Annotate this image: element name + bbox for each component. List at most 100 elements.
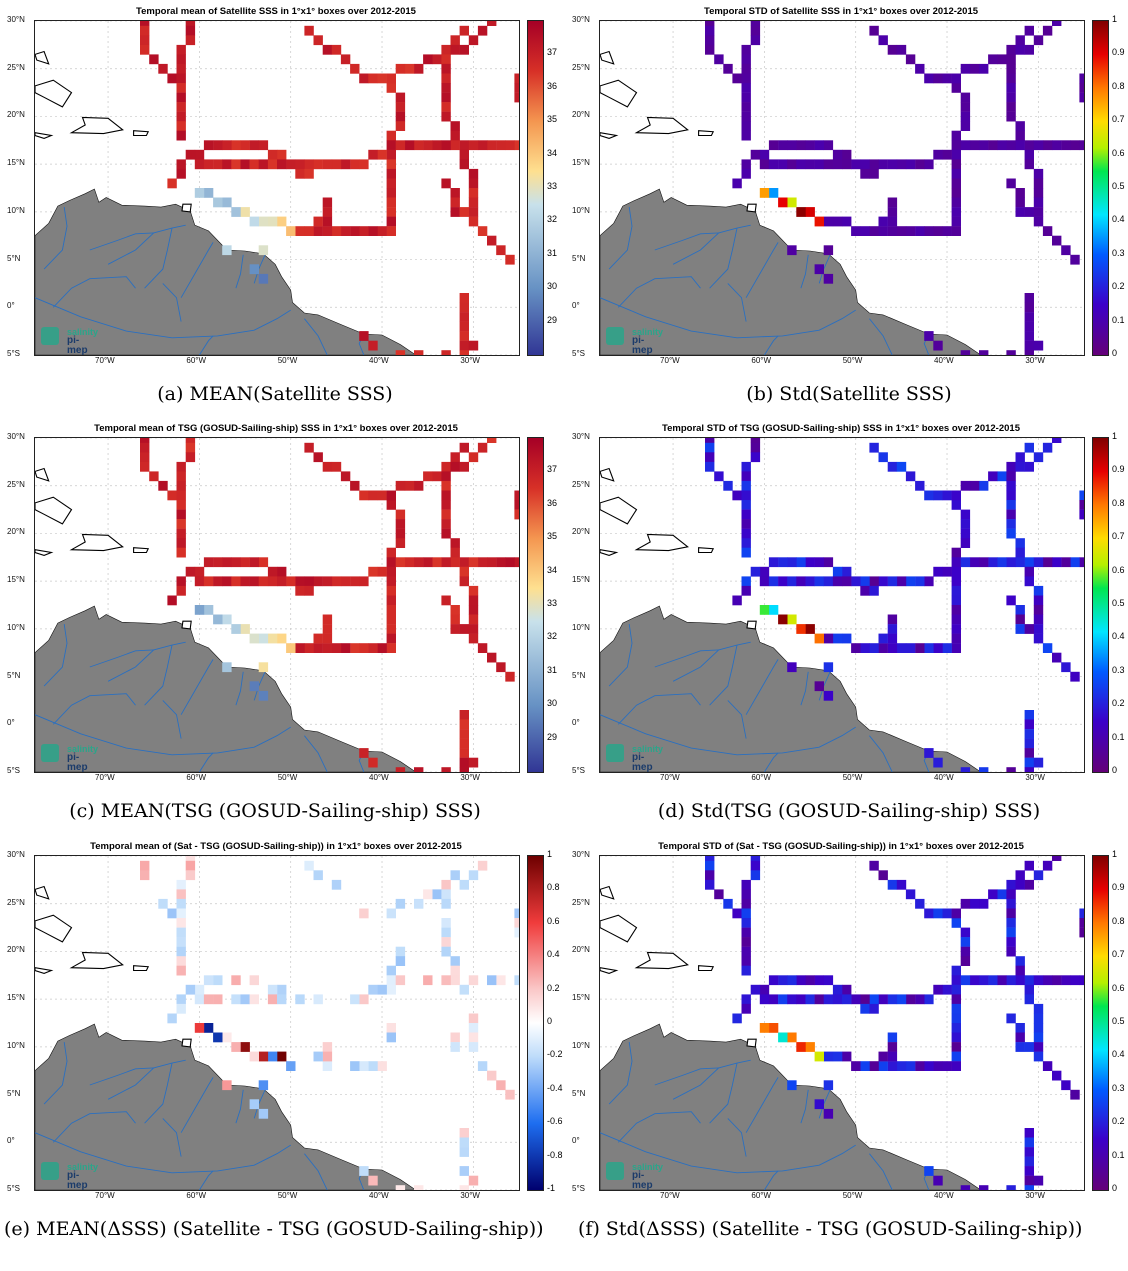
grid-box <box>295 159 305 170</box>
longitude-tick-label: 40°W <box>369 1191 389 1200</box>
grid-box <box>450 1032 460 1043</box>
grid-box <box>340 159 351 170</box>
grid-box <box>924 73 934 84</box>
map-canvas <box>34 20 520 356</box>
grid-box <box>194 188 205 198</box>
grid-box <box>1006 927 1016 938</box>
south-america-land <box>35 188 417 355</box>
grid-box <box>832 994 843 1005</box>
latitude-tick-label: 10°N <box>7 622 25 632</box>
grid-box <box>1006 908 1016 919</box>
grid-box <box>969 557 980 568</box>
grid-box <box>750 21 761 26</box>
colorbar-tick-label: 33 <box>547 181 558 191</box>
grid-box <box>514 557 519 568</box>
grid-box <box>331 159 342 170</box>
grid-box <box>869 159 879 170</box>
grid-box <box>997 54 1007 65</box>
grid-box <box>441 889 451 900</box>
pimep-logo-icon <box>41 327 59 345</box>
grid-box <box>960 102 971 112</box>
longitude-tick-label: 70°W <box>660 356 680 365</box>
grid-box <box>869 994 879 1005</box>
grid-box <box>787 557 797 568</box>
map-canvas <box>34 437 520 773</box>
grid-box <box>1033 340 1044 351</box>
grid-box <box>277 159 287 170</box>
grid-box <box>468 624 479 634</box>
grid-box <box>423 54 433 65</box>
grid-box <box>1015 547 1025 558</box>
river <box>162 283 182 322</box>
grid-box <box>386 130 396 141</box>
grid-box <box>322 197 333 208</box>
grid-box <box>1042 557 1053 568</box>
grid-box <box>140 442 150 453</box>
colorbar-tick-label: 0.3 <box>1112 664 1125 675</box>
grid-box <box>386 614 396 625</box>
grid-box <box>203 576 214 587</box>
river <box>35 714 291 756</box>
caribbean-island <box>69 951 124 970</box>
latitude-tick-label: 10°N <box>7 1040 25 1050</box>
grid-box <box>450 130 460 141</box>
grid-box <box>1024 576 1034 587</box>
grid-box <box>714 54 724 65</box>
grid-box <box>459 767 469 772</box>
grid-box <box>887 633 898 644</box>
grid-box <box>231 975 241 986</box>
river <box>800 671 809 706</box>
grid-box <box>741 92 751 103</box>
grid-box <box>313 35 323 46</box>
grid-box <box>723 480 733 491</box>
grid-box <box>1024 461 1034 472</box>
grid-box <box>823 690 834 701</box>
grid-box <box>896 159 907 170</box>
longitude-tick-label: 30°W <box>1025 773 1045 782</box>
grid-box <box>459 44 469 55</box>
caribbean-island <box>600 549 619 556</box>
grid-box <box>487 557 497 568</box>
grid-box <box>951 633 961 644</box>
grid-box <box>176 519 186 529</box>
latitude-tick-label: 10°N <box>572 622 590 632</box>
grid-box <box>714 889 724 900</box>
grid-box <box>1079 509 1084 520</box>
grid-box <box>869 25 879 36</box>
grid-box <box>176 528 186 539</box>
grid-box <box>350 643 360 653</box>
logo-line2: pi-mep <box>632 1170 653 1191</box>
grid-box <box>258 216 269 227</box>
grid-box <box>213 975 223 986</box>
grid-box <box>277 149 287 160</box>
latitude-tick-label: 20°N <box>572 110 590 120</box>
grid-box <box>732 1013 742 1024</box>
grid-box <box>1015 1042 1025 1052</box>
river <box>199 335 214 355</box>
grid-box <box>185 438 196 443</box>
grid-box <box>768 605 779 615</box>
grid-box <box>441 528 451 539</box>
grid-box <box>814 975 824 986</box>
grid-box <box>951 149 961 160</box>
grid-box <box>185 984 196 995</box>
grid-box <box>258 1080 269 1091</box>
grid-box <box>496 662 506 673</box>
grid-box <box>1033 188 1044 198</box>
grid-box <box>905 471 916 482</box>
river <box>654 232 719 251</box>
grid-box <box>851 576 861 587</box>
grid-box <box>313 633 323 644</box>
latitude-tick-label: 15°N <box>572 993 590 1003</box>
grid-box <box>1015 614 1025 625</box>
grid-box <box>1024 44 1034 55</box>
grid-box <box>1033 168 1044 179</box>
grid-box <box>359 331 369 341</box>
grid-box <box>842 984 852 995</box>
grid-box <box>1052 21 1062 26</box>
latitude-tick-label: 25°N <box>572 62 590 72</box>
grid-box <box>459 1137 469 1148</box>
grid-box <box>322 624 333 634</box>
river <box>144 645 173 706</box>
grid-box <box>1024 293 1034 303</box>
